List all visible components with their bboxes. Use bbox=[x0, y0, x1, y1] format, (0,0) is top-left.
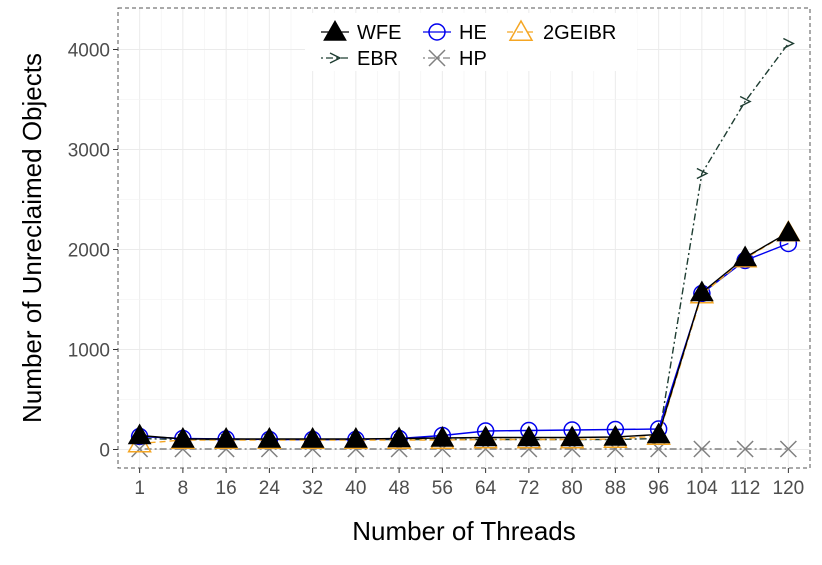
data-point-wfe bbox=[776, 220, 801, 242]
series-layer bbox=[127, 37, 801, 458]
data-point-ebr bbox=[696, 167, 709, 180]
x-tick-label: 24 bbox=[259, 478, 281, 499]
series-hp bbox=[131, 440, 797, 458]
data-point-wfe bbox=[300, 426, 325, 448]
data-point-wfe bbox=[214, 426, 238, 448]
y-tick-label: 1000 bbox=[68, 341, 110, 362]
legend-marker-hp bbox=[428, 49, 446, 67]
x-tick-label: 96 bbox=[648, 478, 669, 499]
legend-marker-ebr bbox=[329, 52, 342, 64]
x-tick-label: 64 bbox=[475, 478, 497, 499]
data-point-wfe bbox=[603, 424, 628, 446]
y-tick-label: 0 bbox=[99, 441, 110, 462]
x-axis-ticks: 1 8 16 24 32 40 48 56 64 72 80 88 96 104 112 120 bbox=[134, 468, 804, 499]
data-point-hp bbox=[693, 440, 711, 458]
legend-marker-he bbox=[428, 23, 446, 41]
y-tick-label: 2000 bbox=[68, 241, 110, 262]
data-point-wfe bbox=[646, 422, 671, 444]
x-tick-label: 40 bbox=[345, 478, 366, 499]
legend-label-hp: HP bbox=[459, 48, 487, 70]
x-tick-label: 80 bbox=[562, 478, 583, 499]
legend-entry-he: HE bbox=[423, 22, 487, 44]
series-wfe bbox=[127, 220, 801, 448]
data-point-hp bbox=[779, 440, 797, 458]
legend: WFE EBR HE HP 2GEIBR bbox=[305, 13, 637, 71]
legend-entry-ebr: EBR bbox=[321, 48, 398, 70]
y-axis-ticks: 0 1000 2000 3000 4000 bbox=[68, 41, 118, 462]
x-tick-label: 104 bbox=[686, 478, 718, 499]
data-point-wfe bbox=[733, 245, 757, 267]
legend-marker-2geibr bbox=[508, 19, 534, 41]
legend-entry-hp: HP bbox=[423, 48, 487, 70]
y-tick-label: 3000 bbox=[68, 141, 110, 162]
x-tick-label: 48 bbox=[389, 478, 410, 499]
data-point-wfe bbox=[171, 426, 195, 448]
data-point-wfe bbox=[387, 426, 411, 448]
legend-entry-wfe: WFE bbox=[321, 19, 401, 44]
x-tick-label: 88 bbox=[605, 478, 626, 499]
legend-label-2geibr: 2GEIBR bbox=[543, 22, 616, 44]
plot-border bbox=[117, 7, 811, 469]
x-tick-label: 32 bbox=[302, 478, 323, 499]
data-point-hp bbox=[736, 440, 754, 458]
grid bbox=[118, 8, 810, 468]
x-tick-label: 72 bbox=[518, 478, 539, 499]
x-tick-label: 56 bbox=[432, 478, 453, 499]
data-point-wfe bbox=[560, 425, 584, 447]
legend-marker-wfe bbox=[323, 19, 347, 41]
y-tick-label: 4000 bbox=[68, 41, 110, 62]
legend-label-wfe: WFE bbox=[357, 22, 401, 44]
data-point-wfe bbox=[127, 423, 152, 445]
legend-entry-2geibr: 2GEIBR bbox=[507, 19, 616, 44]
x-tick-label: 120 bbox=[773, 478, 805, 499]
x-tick-label: 112 bbox=[730, 478, 760, 499]
data-point-wfe bbox=[517, 425, 541, 447]
legend-label-he: HE bbox=[459, 22, 487, 44]
legend-background bbox=[305, 13, 637, 71]
data-point-ebr bbox=[783, 37, 795, 50]
y-axis-title: Number of Unreclaimed Objects bbox=[17, 53, 47, 423]
legend-label-ebr: EBR bbox=[357, 48, 398, 70]
data-point-wfe bbox=[344, 426, 368, 448]
x-axis-title: Number of Threads bbox=[352, 516, 576, 546]
x-tick-label: 16 bbox=[216, 478, 237, 499]
x-tick-label: 8 bbox=[178, 478, 189, 499]
data-point-wfe bbox=[690, 280, 714, 302]
data-point-wfe bbox=[430, 425, 455, 447]
series-line-wfe bbox=[139, 231, 789, 440]
x-tick-label: 1 bbox=[134, 478, 145, 499]
data-point-wfe bbox=[473, 425, 498, 447]
data-point-wfe bbox=[257, 426, 282, 448]
data-point-ebr bbox=[739, 95, 752, 108]
